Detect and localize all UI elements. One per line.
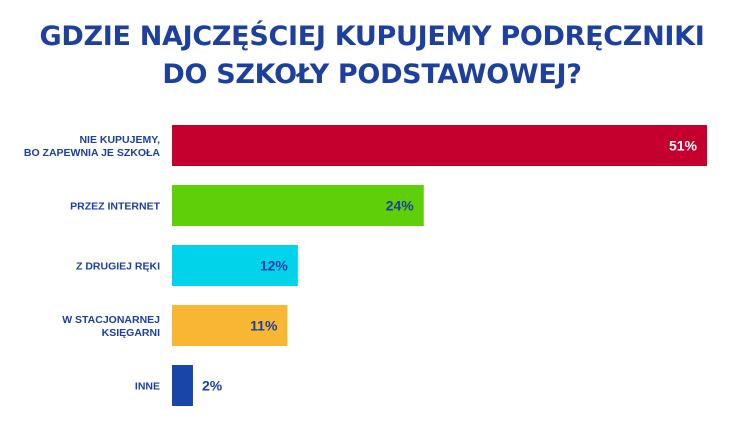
value-label-1: 51% xyxy=(669,138,698,154)
value-label-3: 12% xyxy=(260,258,289,274)
category-label-1: NIE KUPUJEMY, BO ZAPEWNIA JE SZKOŁA xyxy=(24,134,161,159)
chart-title-line-1: GDZIE NAJCZĘŚCIEJ KUPUJEMY PODRĘCZNIKI xyxy=(39,21,705,52)
bar-3 xyxy=(172,245,298,286)
category-label-5: INNE xyxy=(135,381,160,393)
bar-4 xyxy=(172,305,288,346)
category-label-4: W STACJONARNEJ KSIĘGARNI xyxy=(62,314,160,339)
chart-title: GDZIE NAJCZĘŚCIEJ KUPUJEMY PODRĘCZNIKI D… xyxy=(0,18,744,94)
bar-1 xyxy=(172,125,707,166)
value-label-4: 11% xyxy=(250,318,278,334)
bar-2 xyxy=(172,185,424,226)
category-label-2: PRZEZ INTERNET xyxy=(70,201,160,213)
value-label-2: 24% xyxy=(386,198,415,214)
value-label-5: 2% xyxy=(202,378,223,394)
category-label-3: Z DRUGIEJ RĘKI xyxy=(76,261,160,273)
chart-title-line-2: DO SZKOŁY PODSTAWOWEJ? xyxy=(162,59,582,90)
bar-5 xyxy=(172,365,193,406)
